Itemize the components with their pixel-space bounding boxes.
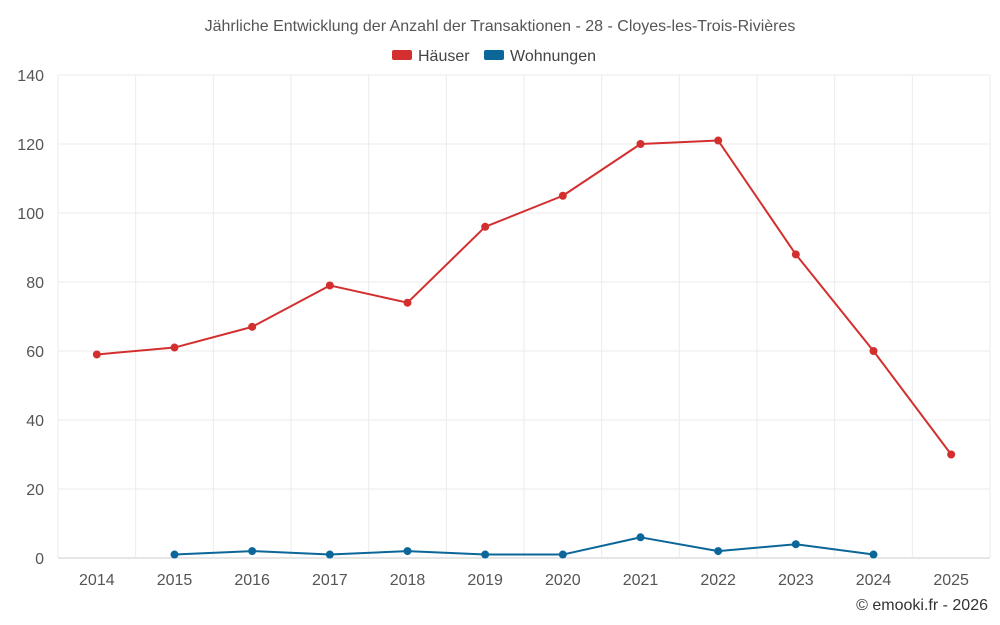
x-tick-label: 2022 [700,572,736,589]
series-haeuser [92,136,956,459]
legend-swatch [484,50,504,60]
data-point[interactable] [170,343,179,352]
x-tick-label: 2019 [467,572,503,589]
x-axis-ticks: 2014 2015 2016 2017 2018 2019 2020 2021 2022 2023… [79,572,969,589]
legend-item[interactable]: Häuser [392,48,470,65]
data-point[interactable] [636,533,645,542]
data-point[interactable] [947,450,956,459]
legend-item[interactable]: Wohnungen [484,48,596,65]
x-tick-label: 2025 [933,572,969,589]
data-point[interactable] [248,322,257,331]
data-point[interactable] [869,550,878,559]
data-point[interactable] [325,281,334,290]
data-point[interactable] [558,550,567,559]
legend[interactable]: Häuser Wohnungen [392,48,596,65]
legend-swatch [392,50,412,60]
data-point[interactable] [714,547,723,556]
x-tick-label: 2014 [79,572,115,589]
y-tick-label: 100 [17,206,44,223]
data-point[interactable] [403,547,412,556]
x-tick-label: 2016 [234,572,270,589]
data-point[interactable] [636,140,645,148]
data-point[interactable] [170,550,179,559]
data-point[interactable] [481,550,490,559]
series-wohnungen [170,533,878,559]
y-tick-label: 60 [26,344,44,361]
data-point[interactable] [92,350,101,359]
y-tick-label: 80 [26,275,44,292]
y-tick-label: 20 [26,482,44,499]
data-point[interactable] [325,550,334,559]
x-tick-label: 2015 [157,572,193,589]
y-tick-label: 120 [17,137,44,154]
chart-title: Jährliche Entwicklung der Anzahl der Tra… [205,18,796,35]
data-point[interactable] [791,540,800,549]
x-tick-label: 2023 [778,572,814,589]
data-point[interactable] [558,191,567,200]
x-tick-label: 2024 [856,572,892,589]
x-tick-label: 2021 [623,572,659,589]
data-point[interactable] [869,347,878,355]
x-tick-label: 2018 [390,572,426,589]
x-tick-label: 2020 [545,572,581,589]
legend-label: Häuser [418,48,470,65]
y-tick-label: 40 [26,413,44,430]
data-point[interactable] [714,136,723,145]
grid [57,74,991,559]
y-tick-label: 140 [17,68,44,85]
series-group [92,136,956,559]
series-line [174,536,874,556]
x-tick-label: 2017 [312,572,348,589]
data-point[interactable] [403,298,412,307]
credit-text: © emooki.fr - 2026 [856,597,988,614]
data-point[interactable] [481,222,490,231]
series-line [96,139,952,456]
legend-label: Wohnungen [510,48,596,65]
data-point[interactable] [248,547,257,556]
y-tick-label: 0 [35,551,44,568]
y-axis-ticks: 0 20 40 60 80 100 120 140 [17,68,44,568]
data-point[interactable] [791,250,800,259]
